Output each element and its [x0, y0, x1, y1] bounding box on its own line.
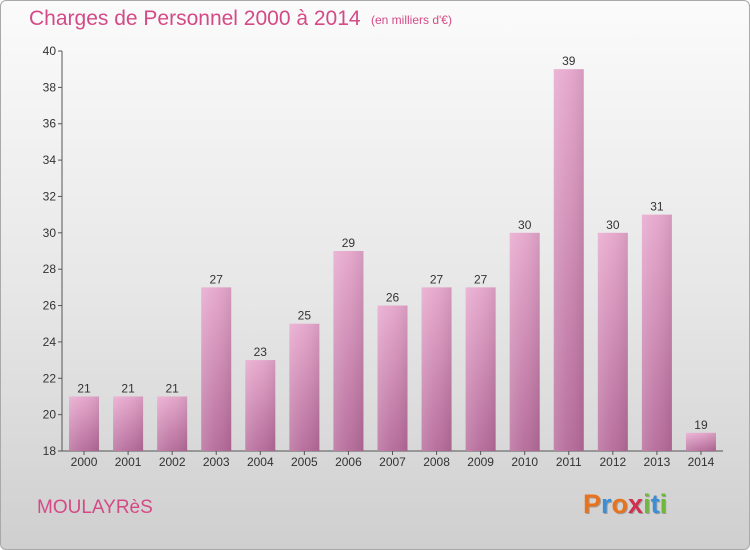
bar-shading: [333, 251, 364, 451]
bar-value-label: 19: [694, 418, 708, 432]
bar-shading: [465, 287, 496, 451]
y-tick-label: 24: [43, 335, 57, 349]
x-tick-label: 2003: [203, 455, 230, 469]
chart-subtitle: (en milliers d'€): [371, 13, 452, 27]
bar-shading: [377, 305, 408, 451]
bar-shading: [421, 287, 452, 451]
y-tick-label: 32: [43, 189, 57, 203]
x-tick-label: 2002: [159, 455, 186, 469]
bar-value-label: 30: [518, 218, 532, 232]
bars: 21 21 21 27 23 25 29 26 27 27 30 39 30 31 19: [69, 54, 716, 451]
y-tick-label: 22: [43, 371, 57, 385]
bar-value-label: 26: [386, 291, 400, 305]
bar-value-label: 23: [254, 345, 268, 359]
y-tick-label: 38: [43, 80, 57, 94]
y-tick-label: 34: [43, 153, 57, 167]
y-tick-label: 20: [43, 408, 57, 422]
commune-name: MOULAYRèS: [37, 497, 153, 518]
logo-letter: i: [659, 489, 668, 519]
bar-value-label: 29: [342, 236, 356, 250]
x-tick-label: 2001: [115, 455, 142, 469]
y-tick-label: 26: [43, 299, 57, 313]
y-tick-label: 28: [43, 262, 57, 276]
bar-value-label: 30: [606, 218, 620, 232]
bar-shading: [641, 214, 672, 451]
proxiti-logo: Proxiti: [583, 489, 667, 520]
logo-letter: r: [601, 489, 612, 519]
bar-value-label: 21: [77, 381, 91, 395]
logo-letter: t: [650, 489, 660, 519]
x-tick-label: 2011: [556, 455, 582, 469]
bar-shading: [113, 396, 144, 451]
y-tick-label: 40: [43, 44, 57, 58]
bar-value-label: 27: [430, 272, 444, 286]
y-axis: 18 20 22 24 26 28 30 32 34 36 38 40: [43, 44, 63, 458]
x-tick-label: 2006: [335, 455, 362, 469]
bar-value-label: 21: [165, 381, 179, 395]
bar-shading: [685, 432, 716, 451]
bar-value-label: 27: [474, 272, 488, 286]
y-tick-label: 36: [43, 117, 57, 131]
x-tick-label: 2010: [511, 455, 538, 469]
chart-title: Charges de Personnel 2000 à 2014: [29, 7, 361, 30]
bar-value-label: 39: [562, 54, 576, 68]
bar-shading: [597, 232, 628, 451]
x-tick-label: 2005: [291, 455, 318, 469]
logo-letter: x: [628, 489, 644, 519]
bar-shading: [201, 287, 232, 451]
x-axis: 2000 2001 2002 2003 2004 2005 2006 2007 2008 2009…: [62, 450, 723, 469]
bar-shading: [69, 396, 100, 451]
bar-value-label: 31: [650, 200, 664, 214]
bar-value-label: 25: [298, 309, 312, 323]
bar-shading: [157, 396, 188, 451]
logo-letter: o: [611, 489, 629, 519]
x-tick-label: 2008: [423, 455, 450, 469]
bar-shading: [245, 360, 276, 451]
logo-letter: P: [583, 489, 602, 519]
x-tick-label: 2009: [467, 455, 494, 469]
bar-value-label: 27: [210, 272, 224, 286]
bar-shading: [509, 232, 540, 451]
y-tick-label: 18: [43, 444, 57, 458]
x-tick-label: 2014: [688, 455, 715, 469]
x-tick-label: 2013: [644, 455, 671, 469]
x-tick-label: 2007: [379, 455, 406, 469]
x-tick-label: 2000: [71, 455, 98, 469]
y-tick-label: 30: [43, 226, 57, 240]
x-tick-label: 2004: [247, 455, 274, 469]
logo-letter: i: [643, 489, 651, 519]
x-tick-label: 2012: [599, 455, 626, 469]
bar-shading: [553, 69, 584, 451]
bar-value-label: 21: [121, 381, 135, 395]
bar-shading: [289, 323, 320, 451]
